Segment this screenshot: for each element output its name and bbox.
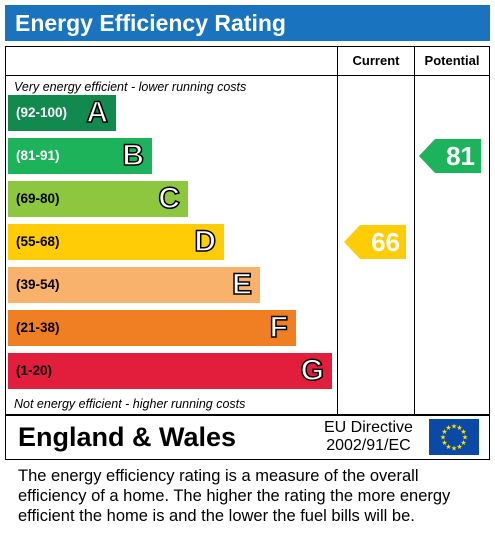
eu-star-icon: ★	[462, 434, 468, 442]
footer: England & Wales EU Directive 2002/91/EC …	[5, 414, 490, 460]
band-b: (81-91) B	[8, 138, 152, 174]
eu-star-icon: ★	[441, 439, 447, 447]
band-letter: G	[300, 353, 325, 388]
potential-arrow-shape	[419, 139, 481, 173]
potential-column-header: Potential	[424, 53, 480, 68]
band-a: (92-100) A	[8, 95, 116, 131]
eu-flag-icon: ★ ★ ★ ★ ★ ★ ★ ★ ★ ★ ★ ★	[429, 419, 479, 455]
current-column-header: Current	[352, 53, 400, 68]
eu-star-icon: ★	[445, 424, 451, 432]
current-arrow-shape	[344, 225, 406, 259]
band-range-label: (92-100)	[16, 105, 68, 120]
band-range-label: (81-91)	[16, 148, 60, 163]
bottom-note: Not energy efficient - higher running co…	[14, 397, 246, 411]
eu-star-icon: ★	[456, 443, 462, 451]
band-letter: F	[269, 310, 289, 345]
page-title: Energy Efficiency Rating	[15, 10, 286, 36]
band-letter: A	[86, 95, 109, 130]
band-range-label: (21-38)	[16, 320, 60, 335]
region-label: England & Wales	[18, 422, 237, 452]
eu-star-icon: ★	[441, 428, 447, 436]
band-e: (39-54) E	[8, 267, 260, 303]
band-letter: C	[158, 181, 181, 216]
eu-star-icon: ★	[451, 445, 457, 453]
eu-star-icon: ★	[460, 428, 466, 436]
potential-rating-value: 81	[446, 141, 475, 171]
directive-line-1: EU Directive	[324, 419, 413, 436]
band-d: (55-68) D	[8, 224, 224, 260]
eu-star-icon: ★	[440, 434, 446, 442]
band-range-label: (1-20)	[16, 363, 53, 378]
band-range-label: (39-54)	[16, 277, 60, 292]
title-bar: Energy Efficiency Rating	[5, 5, 490, 41]
band-f: (21-38) F	[8, 310, 296, 346]
directive-line-2: 2002/91/EC	[326, 437, 411, 454]
band-c: (69-80) C	[8, 181, 188, 217]
current-rating-value: 66	[371, 227, 400, 257]
current-rating-arrow: 66	[344, 225, 406, 259]
eu-star-icon: ★	[451, 423, 457, 431]
header-divider	[6, 75, 489, 76]
band-g: (1-20) G	[8, 353, 332, 389]
eu-star-icon: ★	[456, 424, 462, 432]
eu-star-icon: ★	[445, 443, 451, 451]
band-letter: B	[122, 138, 145, 173]
eu-star-icon: ★	[460, 439, 466, 447]
eu-directive: EU Directive 2002/91/EC	[324, 419, 413, 455]
band-range-label: (55-68)	[16, 234, 60, 249]
band-letter: E	[231, 267, 253, 302]
potential-column-divider	[414, 47, 415, 415]
band-letter: D	[194, 224, 217, 259]
potential-rating-arrow: 81	[419, 139, 481, 173]
rating-chart: Current Potential Very energy efficient …	[5, 46, 490, 416]
description-text: The energy efficiency rating is a measur…	[18, 467, 451, 525]
current-column-divider	[337, 47, 338, 415]
band-range-label: (69-80)	[16, 191, 60, 206]
top-note: Very energy efficient - lower running co…	[14, 80, 247, 94]
